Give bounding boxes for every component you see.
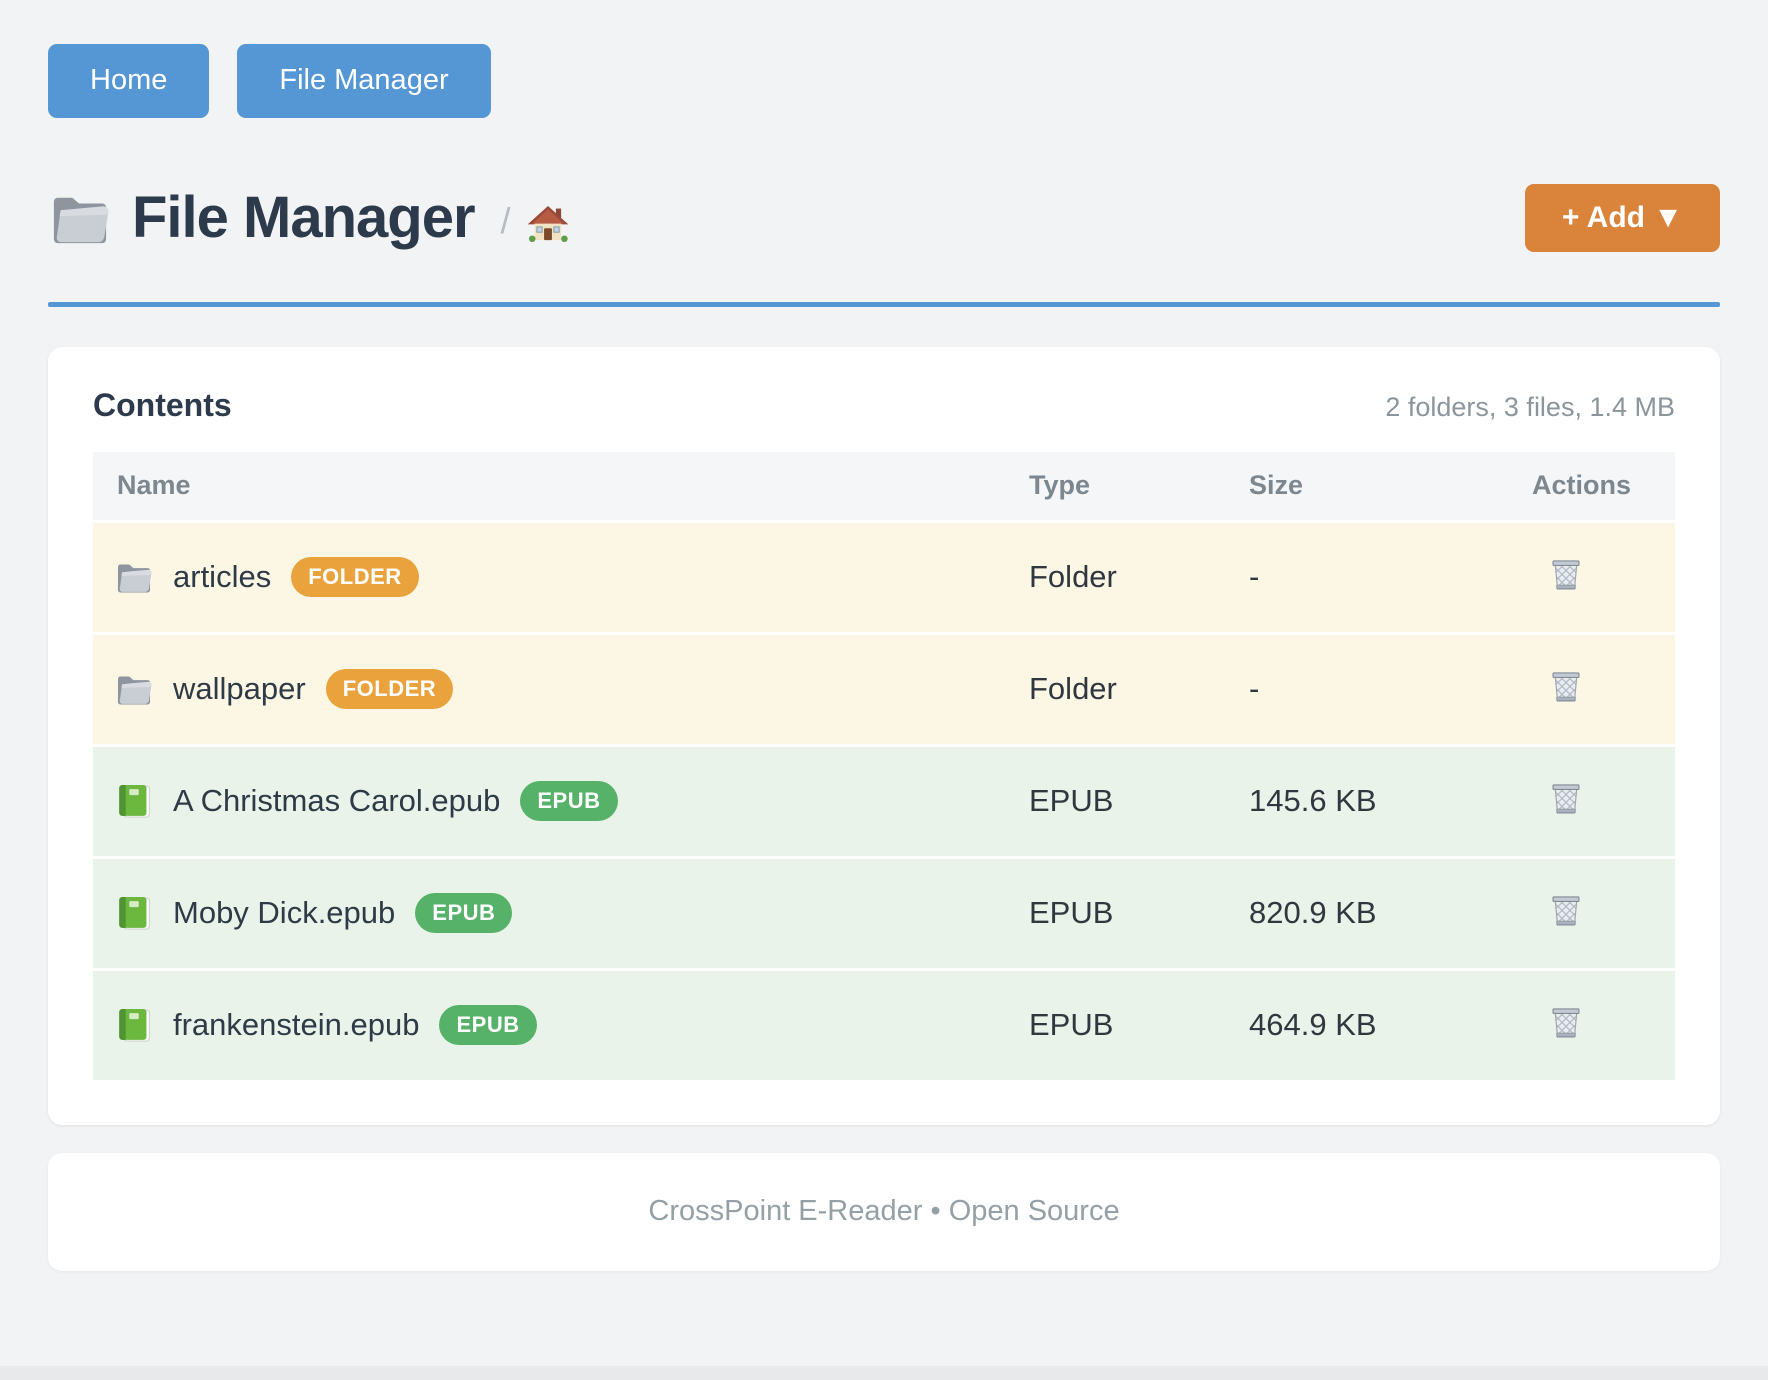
book-icon [118,896,151,931]
file-name-link[interactable]: articles [173,559,272,595]
column-header-type: Type [1029,470,1091,501]
column-header-name: Name [117,470,191,501]
trash-icon [1548,892,1584,930]
table-row[interactable]: Moby Dick.epub EPUB EPUB 820.9 KB [93,855,1675,968]
folder-icon [53,197,109,244]
delete-button[interactable] [1544,888,1588,934]
type-cell: EPUB [1029,783,1114,819]
file-name-link[interactable]: A Christmas Carol.epub [173,783,501,819]
trash-icon [1548,780,1584,818]
delete-button[interactable] [1544,552,1588,598]
footer: CrossPoint E-Reader • Open Source [48,1152,1720,1271]
type-cell: Folder [1029,559,1117,595]
name-cell: A Christmas Carol.epub EPUB [93,781,1029,822]
size-cell: 464.9 KB [1249,1007,1377,1043]
page-bottom-edge [0,1366,1768,1380]
nav-button-file-manager[interactable]: File Manager [237,44,491,118]
file-table: Name Type Size Actions articles FOLDER F… [93,451,1675,1080]
file-type-badge: FOLDER [325,669,454,710]
table-row[interactable]: A Christmas Carol.epub EPUB EPUB 145.6 K… [93,743,1675,856]
file-name-link[interactable]: Moby Dick.epub [173,895,396,931]
table-header: Name Type Size Actions [93,451,1675,520]
trash-icon [1548,556,1584,594]
actions-cell [1532,1000,1675,1050]
page-header: File Manager / + Add ▼ [48,183,1720,252]
book-icon [118,784,151,819]
table-row[interactable]: wallpaper FOLDER Folder - [93,631,1675,744]
delete-button[interactable] [1544,776,1588,822]
contents-card: Contents 2 folders, 3 files, 1.4 MB Name… [48,346,1720,1125]
book-icon [118,1008,151,1043]
type-cell: EPUB [1029,1007,1114,1043]
add-button[interactable]: + Add ▼ [1524,183,1720,252]
table-row[interactable]: articles FOLDER Folder - [93,519,1675,632]
file-type-badge: EPUB [520,781,618,822]
contents-title: Contents [93,386,232,423]
file-type-badge: EPUB [439,1005,537,1046]
folder-icon [117,564,152,593]
actions-cell [1532,776,1675,826]
type-cell: EPUB [1029,895,1114,931]
name-cell: Moby Dick.epub EPUB [93,893,1029,934]
name-cell: frankenstein.epub EPUB [93,1005,1029,1046]
delete-button[interactable] [1544,664,1588,710]
name-cell: articles FOLDER [93,557,1029,598]
actions-cell [1532,552,1675,602]
contents-summary: 2 folders, 3 files, 1.4 MB [1385,391,1675,422]
footer-text: CrossPoint E-Reader • Open Source [648,1195,1120,1228]
top-nav: Home File Manager [48,0,1720,118]
trash-icon [1548,668,1584,706]
trash-icon [1548,1004,1584,1042]
type-cell: Folder [1029,671,1117,707]
folder-icon [117,676,152,705]
breadcrumb-separator: / [500,199,511,241]
size-cell: 820.9 KB [1249,895,1377,931]
size-cell: - [1249,559,1260,595]
column-header-size: Size [1249,470,1304,501]
actions-cell [1532,664,1675,714]
table-body: articles FOLDER Folder - wallpaper FOLDE… [93,519,1675,1080]
accent-divider [48,301,1720,307]
page-title: File Manager [132,185,476,251]
file-name-link[interactable]: wallpaper [173,671,306,707]
nav-button-home[interactable]: Home [48,44,210,118]
name-cell: wallpaper FOLDER [93,669,1029,710]
file-name-link[interactable]: frankenstein.epub [173,1007,420,1043]
size-cell: - [1249,671,1260,707]
table-row[interactable]: frankenstein.epub EPUB EPUB 464.9 KB [93,967,1675,1080]
file-type-badge: FOLDER [291,557,419,598]
actions-cell [1532,888,1675,938]
home-icon[interactable] [526,203,569,243]
delete-button[interactable] [1544,1000,1588,1046]
file-type-badge: EPUB [415,893,513,934]
page: Home File Manager File Manager / + Add ▼… [48,0,1720,1271]
column-header-actions: Actions [1532,470,1632,501]
title-wrap: File Manager / [48,184,569,251]
size-cell: 145.6 KB [1249,783,1377,819]
